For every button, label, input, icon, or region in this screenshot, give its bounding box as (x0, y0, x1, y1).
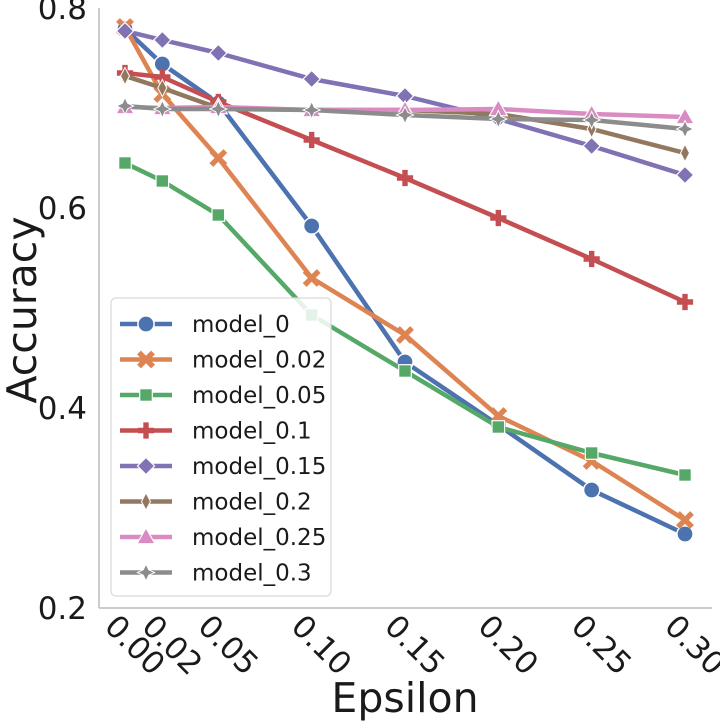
legend-label: model_0.02 (192, 348, 326, 374)
legend: model_0 model_0.02 model_0.05 model_0.1mode… (110, 297, 332, 597)
data-point (678, 468, 692, 482)
legend-item: model_0.3 (120, 561, 312, 587)
x-tick-label: 0.20 (471, 608, 545, 682)
x-tick-label: 0.15 (377, 608, 451, 682)
data-point (157, 78, 168, 98)
series-line (122, 26, 688, 537)
data-point (209, 149, 228, 167)
data-point (395, 105, 415, 125)
series-layer (114, 18, 696, 543)
legend-item: model_0.2 (120, 490, 312, 516)
data-point (302, 69, 322, 89)
data-point (676, 525, 694, 543)
data-point (675, 165, 695, 185)
legend-label: model_0.15 (192, 454, 326, 480)
legend-box (110, 297, 332, 597)
legend-marker (139, 388, 153, 402)
data-point (115, 96, 135, 116)
data-point (208, 43, 228, 63)
data-point (303, 131, 320, 149)
axes (98, 8, 712, 609)
data-point (119, 66, 131, 86)
data-point (301, 100, 322, 120)
legend-label: model_0.05 (192, 383, 326, 409)
legend-marker (137, 315, 155, 333)
data-point (211, 208, 226, 222)
x-tick-label: 0.05 (191, 608, 265, 682)
series-line (122, 70, 688, 305)
data-point (584, 446, 599, 460)
legend-item: model_0 (120, 312, 290, 338)
legend-item: model_0.02 (120, 348, 326, 374)
legend-marker (137, 350, 155, 369)
data-point (302, 217, 321, 235)
series-model_0.15 (115, 21, 695, 185)
data-point (488, 109, 509, 129)
legend-marker (140, 491, 152, 512)
x-axis-title: Epsilon (331, 674, 478, 722)
series-model_0.3 (115, 96, 695, 139)
legend-item: model_0.1 (120, 419, 312, 445)
data-point (118, 156, 132, 170)
data-point (676, 511, 694, 529)
data-point (675, 119, 695, 139)
legend-marker (136, 562, 156, 583)
data-point (396, 326, 414, 344)
data-point (490, 209, 507, 227)
data-point (115, 21, 135, 41)
x-tick-label: 0.30 (657, 608, 720, 682)
legend-item: model_0.25 (120, 525, 326, 551)
data-point (581, 110, 602, 130)
legend-label: model_0.1 (192, 419, 312, 445)
data-point (679, 143, 691, 163)
data-point (302, 269, 321, 287)
series-model_0.05 (118, 156, 692, 482)
y-tick-label: 0.6 (38, 191, 87, 227)
legend-label: model_0 (192, 312, 290, 338)
data-point (676, 293, 694, 311)
legend-marker (136, 456, 156, 476)
y-axis-title: Accuracy (0, 216, 46, 403)
data-point (155, 174, 170, 188)
data-point (152, 99, 173, 119)
legend-marker (137, 422, 155, 439)
legend-label: model_0.2 (192, 490, 312, 516)
series-line (122, 24, 688, 523)
series-line (122, 160, 688, 478)
data-point (491, 420, 506, 434)
x-tick-label: 0.10 (284, 608, 358, 682)
data-point (582, 481, 601, 499)
data-point (396, 169, 414, 187)
series-line (122, 28, 688, 178)
legend-label: model_0.3 (192, 561, 312, 587)
data-point (583, 250, 600, 268)
legend-item: model_0.05 (120, 383, 326, 409)
y-tick-label: 0.2 (38, 591, 87, 627)
data-point (582, 136, 602, 156)
y-tick-label: 0.8 (38, 0, 87, 27)
data-point (398, 364, 412, 378)
data-point (208, 99, 229, 119)
legend-marker (135, 526, 157, 545)
legend-item: model_0.15 (120, 454, 326, 480)
data-point (152, 30, 172, 50)
y-tick-label: 0.4 (38, 391, 87, 427)
legend-label: model_0.25 (192, 525, 326, 551)
x-tick-label: 0.25 (564, 608, 638, 682)
